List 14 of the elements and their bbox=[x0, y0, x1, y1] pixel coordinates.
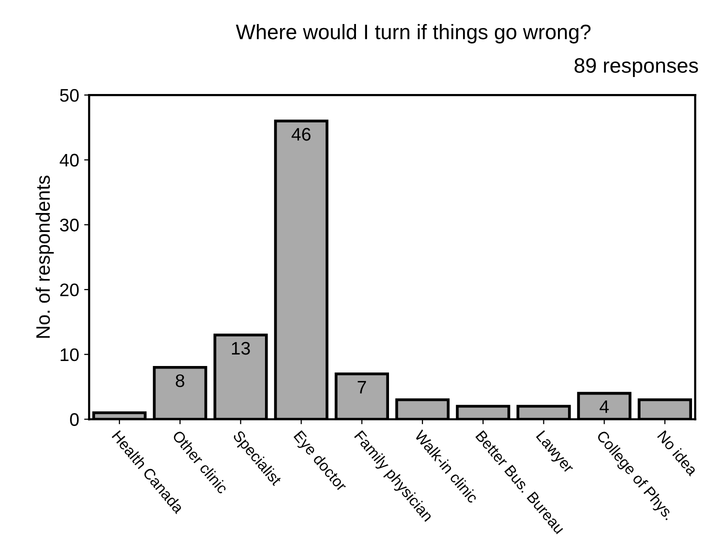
data-label: 13 bbox=[232, 342, 250, 355]
y-tick-label: 30 bbox=[60, 218, 79, 232]
y-tick-label: 10 bbox=[60, 348, 79, 362]
y-axis-title: No. of respondents bbox=[36, 176, 54, 338]
chart-subtitle: 89 responses bbox=[574, 58, 698, 77]
chart-title: Where would I turn if things go wrong? bbox=[236, 24, 591, 44]
y-tick-label: 20 bbox=[60, 283, 79, 296]
data-label: 4 bbox=[600, 400, 609, 413]
y-tick-label: 40 bbox=[60, 154, 79, 167]
y-tick-label: 50 bbox=[60, 88, 79, 102]
data-label: 7 bbox=[358, 381, 366, 394]
data-label: 8 bbox=[176, 374, 184, 388]
y-tick-label: 0 bbox=[70, 413, 79, 426]
data-label: 46 bbox=[292, 128, 310, 141]
